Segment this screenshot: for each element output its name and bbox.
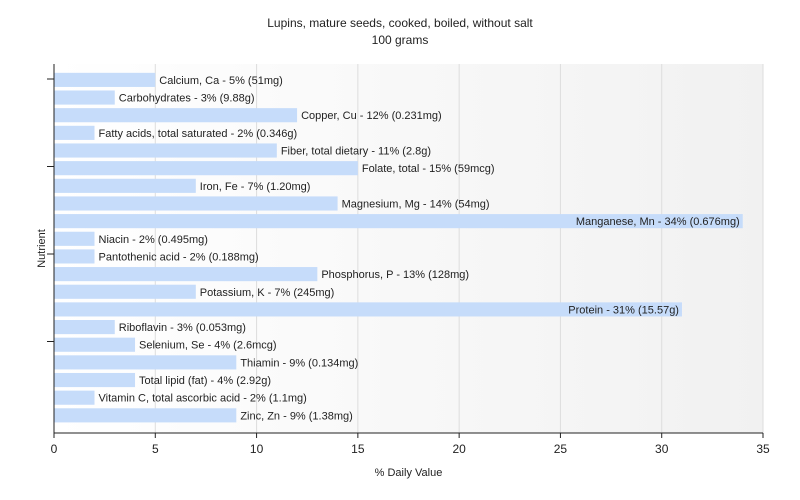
bar-label: Fiber, total dietary - 11% (2.8g) xyxy=(281,146,431,158)
bar-label: Potassium, K - 7% (245mg) xyxy=(200,287,334,299)
x-axis-title: % Daily Value xyxy=(375,467,443,479)
bar xyxy=(54,72,156,87)
bar-label: Vitamin C, total ascorbic acid - 2% (1.1… xyxy=(99,393,307,405)
bar-label: Phosphorus, P - 13% (128mg) xyxy=(321,269,469,281)
bar xyxy=(54,337,136,352)
bar xyxy=(54,178,196,193)
bar xyxy=(54,390,95,405)
bar-label: Protein - 31% (15.57g) xyxy=(568,304,679,316)
bar xyxy=(54,302,682,317)
bar-label: Niacin - 2% (0.495mg) xyxy=(99,234,208,246)
bar xyxy=(54,143,277,158)
bar xyxy=(54,214,743,229)
chart-title: Lupins, mature seeds, cooked, boiled, wi… xyxy=(267,16,533,30)
chart-subtitle: 100 grams xyxy=(372,33,429,47)
bar xyxy=(54,196,338,211)
bar xyxy=(54,249,95,264)
bar-label: Riboflavin - 3% (0.053mg) xyxy=(119,322,246,334)
bar-label: Total lipid (fat) - 4% (2.92g) xyxy=(139,375,271,387)
x-tick-label: 5 xyxy=(152,442,159,456)
axes: 0 5 10 15 20 25 30 35 xyxy=(47,64,770,456)
bar-labels: Calcium, Ca - 5% (51mg) Carbohydrates - 3… xyxy=(99,75,740,422)
bar-label: Selenium, Se - 4% (2.6mcg) xyxy=(139,340,277,352)
gridlines xyxy=(154,64,764,433)
bar xyxy=(54,161,358,176)
bar-label: Calcium, Ca - 5% (51mg) xyxy=(159,75,282,87)
x-tick-label: 15 xyxy=(351,442,365,456)
bars xyxy=(54,72,743,423)
bar-label: Fatty acids, total saturated - 2% (0.346… xyxy=(99,128,298,140)
bar-label: Pantothenic acid - 2% (0.188mg) xyxy=(99,251,259,263)
bar-label: Thiamin - 9% (0.134mg) xyxy=(240,357,358,369)
bar xyxy=(54,355,237,370)
bar xyxy=(54,372,136,388)
bar xyxy=(54,108,298,123)
bar xyxy=(54,125,95,140)
bar-label: Manganese, Mn - 34% (0.676mg) xyxy=(576,216,740,228)
bar xyxy=(54,231,95,246)
x-tick-label: 10 xyxy=(250,442,264,456)
bar xyxy=(54,408,237,423)
bar-label: Zinc, Zn - 9% (1.38mg) xyxy=(240,410,352,422)
x-tick-label: 20 xyxy=(452,442,466,456)
bar-label: Carbohydrates - 3% (9.88g) xyxy=(119,93,255,105)
bar xyxy=(54,90,115,105)
bar-label: Folate, total - 15% (59mcg) xyxy=(362,163,495,175)
y-axis-title: Nutrient xyxy=(36,229,48,268)
bar xyxy=(54,320,115,335)
bar-label: Iron, Fe - 7% (1.20mg) xyxy=(200,181,311,193)
bar-label: Magnesium, Mg - 14% (54mg) xyxy=(342,198,490,210)
x-tick-label: 30 xyxy=(655,442,669,456)
x-tick-label: 0 xyxy=(51,442,58,456)
x-tick-label: 25 xyxy=(554,442,568,456)
plot-area xyxy=(54,64,763,433)
x-tick-label: 35 xyxy=(756,442,770,456)
bar xyxy=(54,284,196,299)
bar xyxy=(54,267,318,282)
bar-label: Copper, Cu - 12% (0.231mg) xyxy=(301,110,442,122)
